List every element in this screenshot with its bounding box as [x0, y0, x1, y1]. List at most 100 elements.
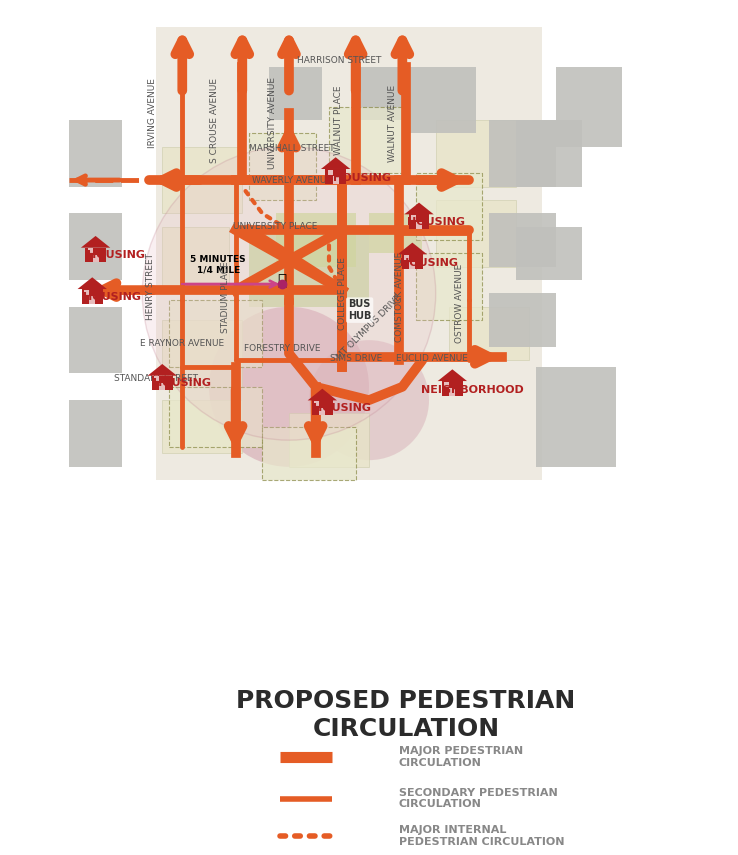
Bar: [262, 427, 356, 481]
Bar: [536, 367, 615, 467]
Bar: [449, 388, 455, 396]
Text: UNIVERSITY AVENUE: UNIVERSITY AVENUE: [268, 77, 277, 169]
Text: HARRISON STREET: HARRISON STREET: [297, 56, 382, 64]
Text: E RAYNOR AVENUE: E RAYNOR AVENUE: [140, 339, 224, 348]
Bar: [154, 376, 159, 381]
Text: NEIGHBORHOOD: NEIGHBORHOOD: [421, 385, 524, 395]
Bar: [409, 215, 430, 229]
Text: COLLEGE PLACE: COLLEGE PLACE: [338, 257, 347, 330]
Text: UNIVERSITY PLACE: UNIVERSITY PLACE: [233, 222, 318, 231]
Bar: [88, 249, 93, 254]
Bar: [89, 297, 95, 304]
Bar: [328, 170, 333, 175]
Text: PROPOSED PEDESTRIAN
CIRCULATION: PROPOSED PEDESTRIAN CIRCULATION: [236, 689, 576, 741]
Bar: [416, 221, 422, 229]
Text: HOUSING: HOUSING: [83, 292, 141, 302]
Text: HOUSING: HOUSING: [407, 217, 465, 227]
Bar: [410, 262, 415, 269]
Bar: [314, 401, 320, 406]
Bar: [269, 67, 323, 120]
Bar: [159, 383, 165, 391]
Text: SIMS DRIVE: SIMS DRIVE: [330, 354, 382, 363]
Text: 5 MINUTES
1/4 MILE: 5 MINUTES 1/4 MILE: [190, 256, 246, 274]
Bar: [489, 120, 556, 186]
Polygon shape: [148, 364, 177, 375]
Text: MAJOR PEDESTRIAN
CIRCULATION: MAJOR PEDESTRIAN CIRCULATION: [399, 746, 523, 768]
Polygon shape: [398, 243, 427, 254]
Bar: [329, 107, 409, 174]
Polygon shape: [308, 389, 337, 400]
Bar: [409, 67, 476, 133]
Bar: [325, 169, 346, 184]
Bar: [169, 300, 262, 367]
Bar: [516, 120, 582, 186]
Text: HOUSING: HOUSING: [314, 404, 371, 413]
Text: EUCLID AVENUE: EUCLID AVENUE: [396, 354, 469, 363]
Bar: [93, 255, 98, 262]
Bar: [444, 382, 449, 387]
Bar: [162, 320, 242, 386]
Bar: [435, 120, 516, 186]
Bar: [249, 133, 316, 200]
Text: OSTROW AVENUE: OSTROW AVENUE: [455, 264, 463, 343]
Text: FORESTRY DRIVE: FORESTRY DRIVE: [244, 344, 320, 352]
Bar: [369, 214, 422, 253]
Text: MARSHALL STREET: MARSHALL STREET: [249, 144, 335, 152]
Text: COMSTOCK AVENUE: COMSTOCK AVENUE: [395, 251, 404, 342]
Text: HOUSING: HOUSING: [154, 379, 211, 388]
Bar: [69, 400, 123, 467]
Bar: [84, 290, 89, 295]
Bar: [69, 214, 123, 280]
Circle shape: [209, 307, 369, 467]
Bar: [489, 214, 556, 267]
Polygon shape: [438, 369, 467, 381]
Bar: [415, 253, 483, 320]
Polygon shape: [321, 157, 351, 169]
Bar: [82, 289, 103, 304]
Bar: [249, 227, 369, 307]
Bar: [162, 227, 229, 293]
Text: IRVING AVENUE: IRVING AVENUE: [148, 79, 156, 148]
Bar: [435, 200, 516, 267]
Text: WAVERLY AVENUE: WAVERLY AVENUE: [252, 175, 332, 185]
Text: WALNUT AVENUE: WALNUT AVENUE: [388, 85, 397, 162]
Text: HOUSING: HOUSING: [86, 250, 145, 260]
Bar: [449, 307, 529, 360]
Text: MAJOR INTERNAL
PEDESTRIAN CIRCULATION: MAJOR INTERNAL PEDESTRIAN CIRCULATION: [399, 825, 564, 847]
Bar: [415, 174, 483, 240]
Bar: [516, 227, 582, 280]
Bar: [320, 408, 325, 415]
Bar: [356, 67, 409, 120]
Text: STANDART STREET: STANDART STREET: [114, 374, 198, 383]
Text: STADIUM PLACE: STADIUM PLACE: [221, 261, 230, 333]
Bar: [169, 386, 262, 447]
Bar: [489, 293, 556, 347]
Text: MT OLYMPUS DRIVE: MT OLYMPUS DRIVE: [335, 292, 403, 361]
Text: WALNUT PLACE: WALNUT PLACE: [334, 86, 343, 155]
Bar: [333, 176, 339, 184]
Polygon shape: [404, 203, 434, 215]
Bar: [411, 215, 416, 221]
Bar: [556, 67, 622, 147]
Text: BUS
HUB: BUS HUB: [348, 299, 371, 321]
Bar: [289, 414, 369, 467]
Text: S CROUSE AVENUE: S CROUSE AVENUE: [210, 78, 218, 162]
Circle shape: [309, 340, 429, 460]
Bar: [156, 27, 542, 481]
Bar: [312, 400, 333, 415]
Bar: [162, 147, 242, 214]
Bar: [86, 248, 106, 262]
Bar: [442, 381, 463, 396]
Bar: [404, 255, 410, 260]
Polygon shape: [77, 277, 107, 289]
Polygon shape: [81, 236, 110, 248]
Text: HOUSING: HOUSING: [334, 173, 391, 183]
Bar: [402, 254, 423, 269]
Bar: [152, 375, 173, 391]
Bar: [162, 400, 242, 453]
Circle shape: [142, 147, 435, 440]
Text: 🚶: 🚶: [277, 273, 287, 288]
Bar: [69, 120, 123, 186]
Bar: [69, 307, 123, 374]
Bar: [275, 214, 356, 267]
